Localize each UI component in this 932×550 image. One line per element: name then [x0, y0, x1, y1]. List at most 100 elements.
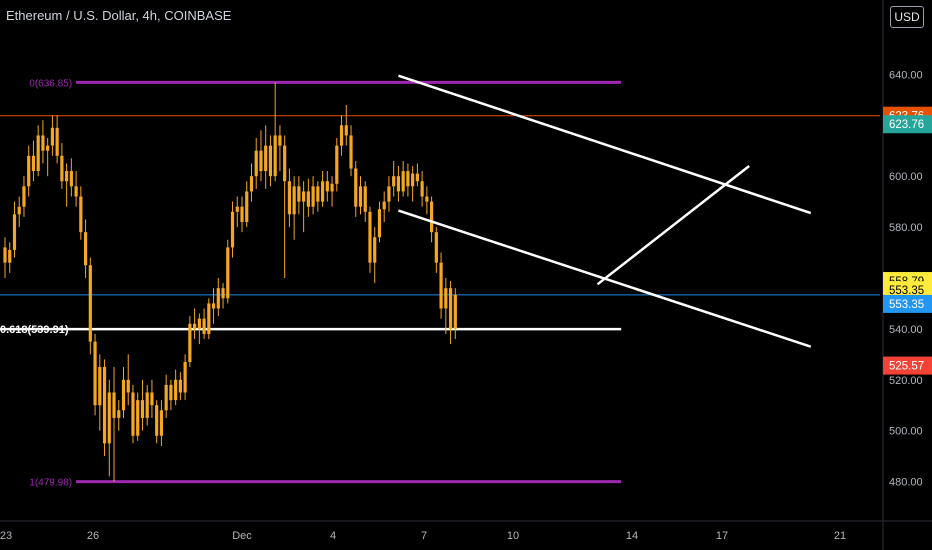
x-tick-label: 23: [0, 530, 12, 542]
candle-body: [164, 384, 168, 411]
candle-body: [354, 168, 358, 207]
candle-body: [411, 173, 415, 187]
candle-body: [216, 288, 220, 309]
candle-body: [140, 400, 145, 418]
candle-body: [382, 201, 386, 210]
candle-body: [401, 171, 405, 192]
chart-title: Ethereum / U.S. Dollar, 4h, COINBASE: [6, 8, 232, 23]
candle-body: [50, 127, 54, 146]
candle-body: [188, 323, 192, 362]
price-badge-label: 553.35: [889, 285, 924, 297]
candle-body: [36, 135, 40, 172]
candle-body: [420, 181, 424, 197]
candle-body: [425, 196, 429, 202]
candle-body: [302, 191, 306, 202]
candle-body: [183, 361, 187, 393]
candle-body: [202, 318, 206, 334]
candle-body: [287, 181, 291, 215]
candle-body: [453, 294, 457, 329]
candle-body: [150, 392, 154, 406]
candle-body: [221, 288, 225, 299]
candle-body: [60, 155, 64, 182]
candle-body: [126, 379, 130, 393]
candle-body: [93, 341, 97, 406]
candle-body: [69, 171, 73, 187]
candle-body: [339, 125, 344, 146]
x-tick-label: 7: [421, 530, 427, 542]
candle-body: [230, 211, 235, 248]
candle-body: [368, 211, 372, 263]
candle-body: [112, 392, 116, 418]
currency-button[interactable]: USD: [890, 6, 924, 28]
candle-body: [292, 186, 296, 215]
candle-body: [392, 176, 396, 187]
price-badge: [883, 115, 932, 134]
candle-body: [259, 150, 263, 172]
candle-body: [12, 214, 17, 250]
x-tick-label: 21: [834, 530, 846, 542]
candle-body: [387, 186, 391, 202]
y-tick-label: 520.00: [889, 375, 923, 387]
candle-body: [268, 145, 273, 177]
fib-level-label: 1(479.98): [29, 478, 72, 489]
candle-body: [88, 265, 92, 342]
candle-body: [377, 209, 382, 238]
candle-body: [178, 379, 182, 393]
candle-body: [363, 186, 367, 212]
candle-body: [22, 186, 26, 207]
candle-body: [107, 392, 111, 444]
candle-body: [240, 206, 244, 222]
candle-body: [79, 196, 83, 233]
candle-body: [159, 410, 164, 436]
candle-body: [306, 191, 310, 207]
candle-body: [207, 303, 211, 334]
candle-body: [226, 247, 230, 299]
x-tick-label: 4: [330, 530, 336, 542]
candle-body: [373, 237, 377, 263]
candle-body: [31, 155, 36, 172]
candle-body: [27, 155, 31, 187]
candle-body: [46, 145, 50, 151]
candle-body: [74, 186, 78, 197]
candle-body: [3, 247, 7, 263]
y-tick-label: 480.00: [889, 477, 923, 489]
candle-body: [335, 145, 339, 184]
candle-body: [145, 392, 149, 418]
candle-body: [330, 183, 334, 192]
candle-body: [136, 400, 140, 436]
candle-body: [169, 384, 173, 401]
candle-body: [254, 150, 258, 177]
candle-body: [406, 171, 410, 187]
candle-body: [444, 288, 448, 309]
candle-body: [193, 323, 197, 329]
candle-body: [235, 206, 239, 212]
candle-body: [83, 232, 88, 266]
price-badge-label: 623.76: [889, 119, 924, 131]
x-tick-label: 10: [507, 530, 519, 542]
candle-body: [197, 318, 201, 329]
candle-body: [358, 186, 363, 207]
price-badge-label: 525.57: [889, 361, 924, 373]
y-tick-label: 580.00: [889, 222, 923, 234]
candle-body: [117, 410, 121, 418]
x-tick-label: 26: [87, 530, 99, 542]
candle-body: [245, 191, 249, 222]
candle-body: [430, 201, 434, 233]
candle-body: [131, 392, 135, 436]
candle-body: [278, 135, 282, 146]
candle-body: [102, 367, 107, 444]
candle-body: [41, 135, 45, 151]
candle-body: [325, 181, 329, 192]
candle-body: [249, 176, 254, 192]
candle-body: [174, 379, 178, 401]
trend-line: [398, 74, 812, 215]
price-badge: [883, 294, 932, 313]
candle-body: [65, 171, 69, 182]
trend-line: [596, 164, 750, 286]
candle-body: [98, 367, 102, 406]
candle-body: [448, 288, 453, 329]
price-badge: [883, 281, 932, 300]
price-badge-label: 553.35: [889, 299, 924, 311]
candle-body: [311, 186, 315, 207]
